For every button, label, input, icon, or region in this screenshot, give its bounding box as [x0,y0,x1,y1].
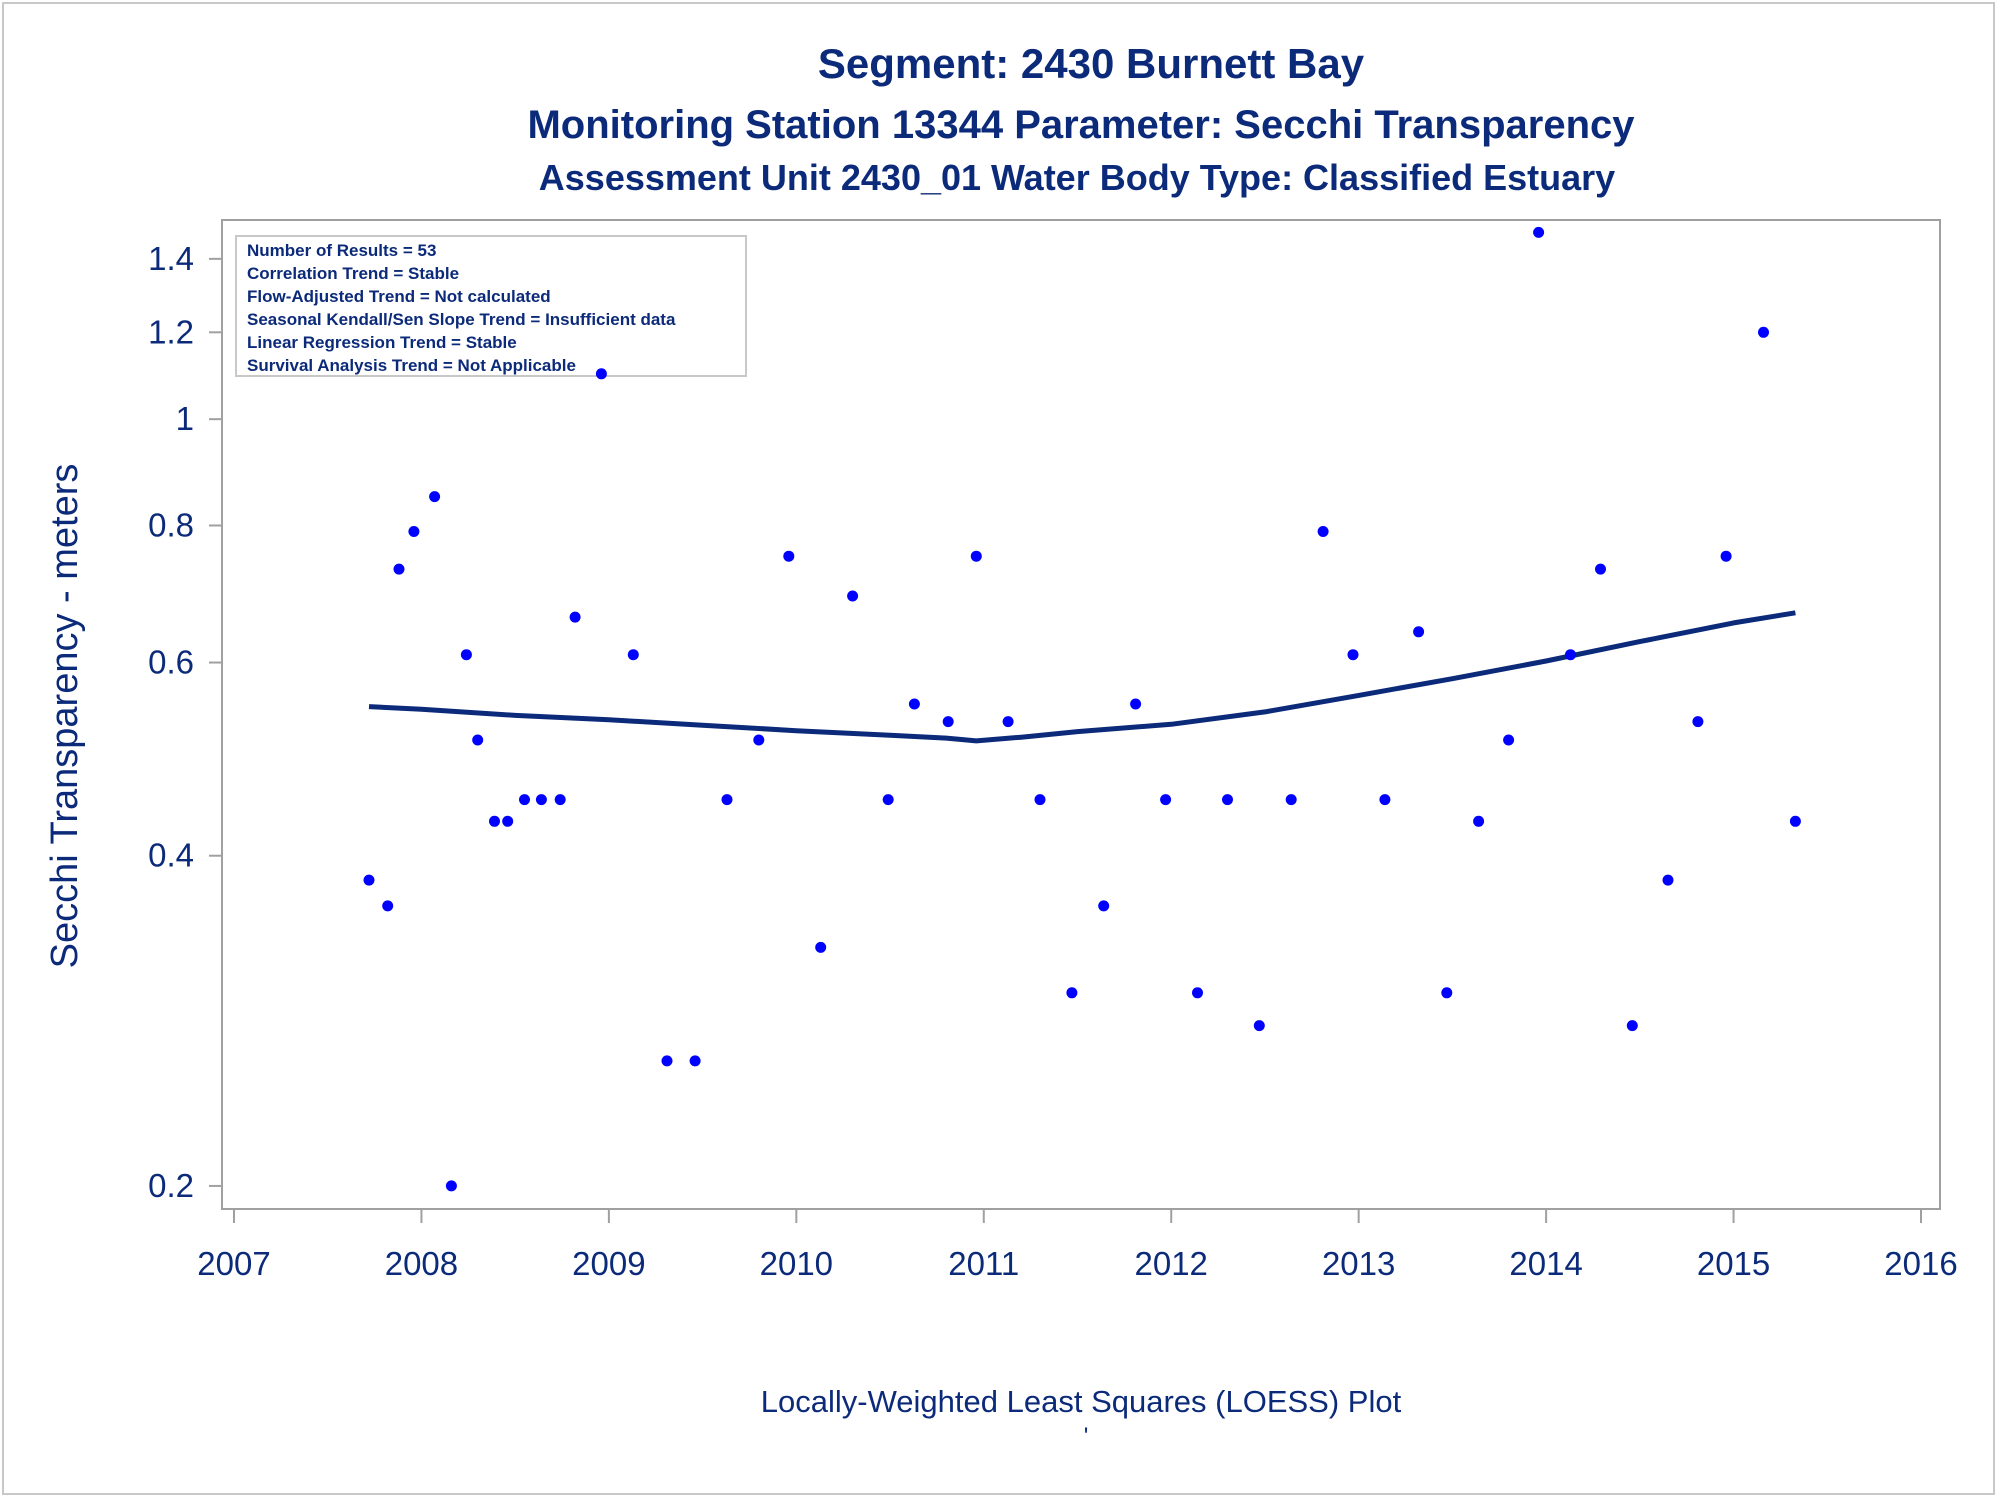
data-point [445,1180,457,1192]
data-point [1789,815,1801,827]
data-point [393,563,405,575]
data-point [1130,698,1142,710]
x-tick-label: 2015 [1697,1245,1770,1282]
data-point [1285,794,1297,806]
data-point [721,794,733,806]
data-point [1098,900,1110,912]
data-point [753,734,765,746]
chart-subtitle-2: Assessment Unit 2430_01 Water Body Type:… [539,157,1615,198]
y-tick-label: 0.2 [148,1167,194,1204]
x-tick-label: 2010 [760,1245,833,1282]
data-point [1317,526,1329,537]
data-point [1626,1020,1638,1032]
y-tick-label: 1.2 [148,313,194,350]
plot-area-frame [221,219,1941,1210]
x-tick-label: 2011 [948,1245,1019,1282]
stats-line-linear-regression: Linear Regression Trend = Stable [247,333,517,352]
x-tick-label: 2009 [572,1245,645,1282]
data-point [1034,794,1046,806]
data-point [1441,987,1453,999]
data-point [908,698,920,710]
data-point [1379,794,1391,806]
data-point [1066,987,1078,999]
data-point [1253,1020,1265,1032]
stats-line-results: Number of Results = 53 [247,241,436,260]
y-tick-label: 0.6 [148,644,194,681]
data-point [429,491,441,503]
data-point [1473,815,1485,827]
data-point [408,526,420,537]
data-point [460,649,472,661]
data-point [661,1055,673,1067]
data-point [1192,987,1203,999]
y-tick-label: 1.4 [148,240,194,277]
y-axis: 0.2 0.4 0.6 0.8 1 1.2 1.4 [148,240,222,1204]
data-point [472,734,484,746]
data-point [1565,649,1576,661]
data-point [783,550,795,562]
loess-line [368,610,1796,744]
data-point [1503,734,1515,746]
data-point [489,815,500,827]
y-tick-label: 0.8 [148,506,194,543]
data-point [1662,874,1674,886]
data-point [882,794,894,806]
data-point [1758,326,1769,338]
loess-layer [368,610,1796,744]
x-tick-label: 2008 [385,1245,458,1282]
data-point [689,1055,701,1067]
data-point [535,794,547,806]
data-point [1347,649,1359,661]
data-point [1720,550,1732,562]
chart-subtitle: Monitoring Station 13344 Parameter: Secc… [527,103,1635,147]
x-tick-label: 2012 [1135,1245,1208,1282]
stats-line-correlation: Correlation Trend = Stable [247,264,459,283]
data-point [970,550,982,562]
x-axis-label: Locally-Weighted Least Squares (LOESS) P… [761,1384,1402,1419]
data-points [363,226,1801,1192]
data-point [1002,716,1014,728]
data-point [1222,794,1233,806]
data-point [363,874,375,886]
x-axis: 2007 2008 2009 2010 2011 2012 2013 2014 2015 2016 [197,1209,1958,1282]
chart-title: Segment: 2430 Burnett Bay [818,40,1365,87]
stats-line-survival: Survival Analysis Trend = Not Applicable [247,356,576,375]
data-point [1160,794,1172,806]
data-point [1533,226,1545,238]
y-tick-label: 1 [176,400,194,437]
stats-line-flow-adjusted: Flow-Adjusted Trend = Not calculated [247,287,551,306]
data-point [815,941,827,953]
data-point [1413,626,1425,638]
data-point [627,649,639,661]
stats-line-seasonal-kendall: Seasonal Kendall/Sen Slope Trend = Insuf… [247,310,676,329]
y-axis-label: Secchi Transparency - meters [44,464,86,969]
x-tick-label: 2007 [197,1245,270,1282]
data-point [569,611,581,623]
data-point [595,368,607,380]
data-point [519,794,530,806]
data-point [942,716,954,728]
x-tick-label: 2013 [1322,1245,1395,1282]
data-point [847,590,859,602]
data-point [1595,563,1606,575]
x-tick-label: 2016 [1884,1245,1957,1282]
data-point [554,794,566,806]
data-point [502,815,514,827]
x-tick-label: 2014 [1509,1245,1582,1282]
data-point [382,900,394,912]
data-point [1692,716,1704,728]
y-tick-label: 0.4 [148,837,194,874]
chart-footnote: ' [1084,1423,1089,1450]
stats-box [235,235,747,377]
